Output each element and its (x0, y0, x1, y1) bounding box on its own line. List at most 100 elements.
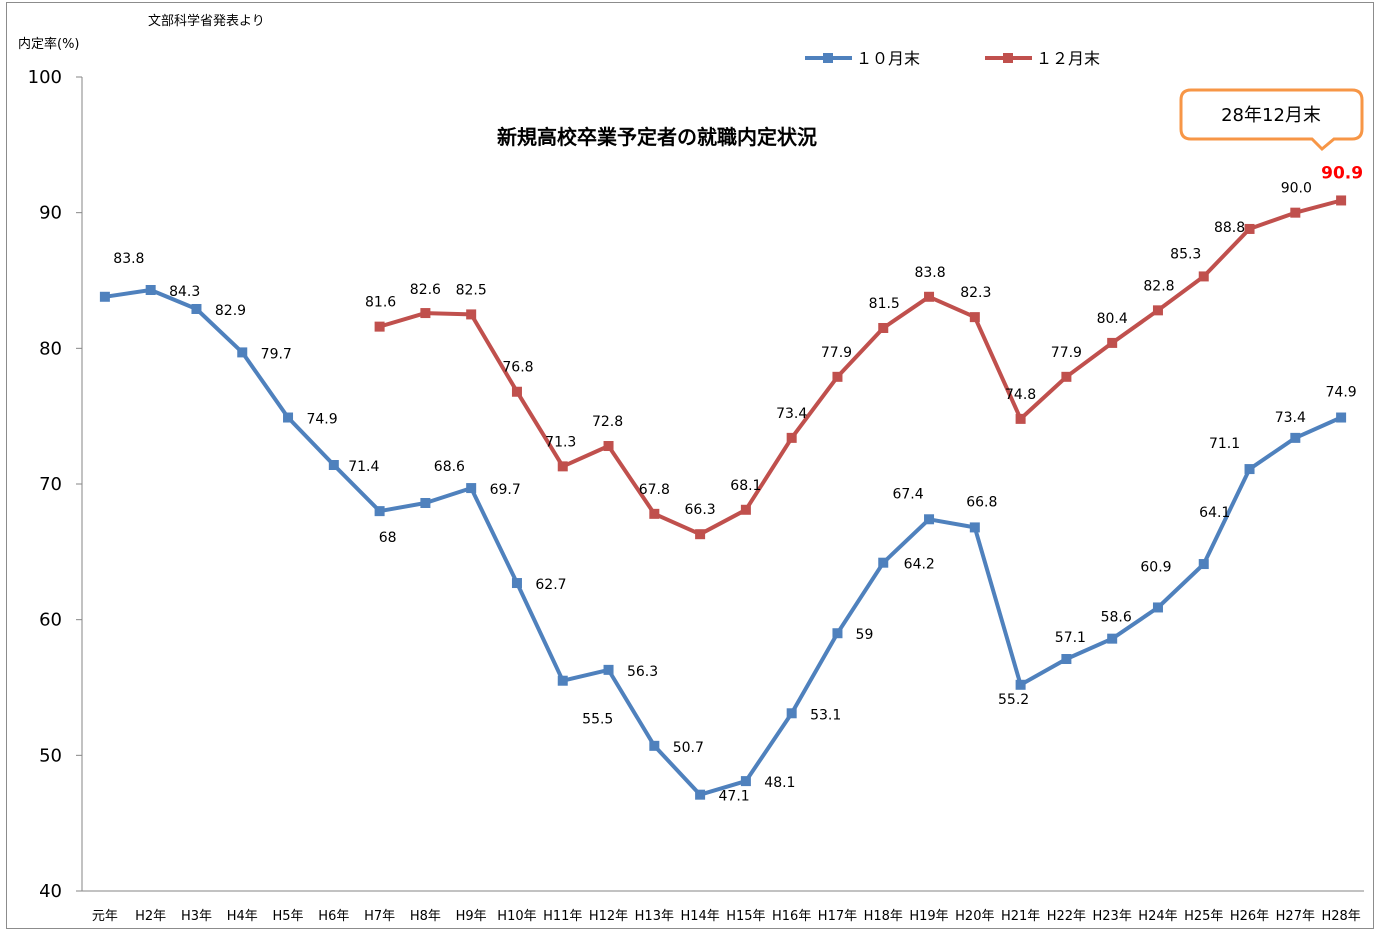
callout-box (1179, 88, 1364, 152)
x-tick-label: H22年 (1047, 909, 1086, 924)
x-ticks: 元年 H2年 H3年 H4年 H5年 H6年 H7年 H8年 H9年 H10年 H11年 H12年 H1… (92, 909, 1361, 924)
data-label: 62.7 (535, 577, 566, 593)
data-point (649, 740, 660, 751)
data-point (832, 371, 843, 382)
data-label: 83.8 (914, 265, 945, 281)
legend: １０月末 １２月末 (805, 49, 1100, 68)
x-tick-label: H14年 (680, 909, 719, 924)
data-label: 68 (379, 530, 397, 546)
data-label: 88.8 (1214, 220, 1245, 236)
y-tick-label: 50 (39, 745, 62, 766)
data-point (374, 321, 385, 332)
data-point (1152, 305, 1163, 316)
data-label: 66.3 (685, 502, 716, 518)
y-tick-label: 70 (39, 474, 62, 495)
data-point (1244, 223, 1255, 234)
legend-label: １２月末 (1036, 49, 1100, 68)
data-point (1152, 602, 1163, 613)
data-label: 73.4 (776, 406, 807, 422)
data-label: 82.5 (456, 282, 487, 298)
data-point (1198, 559, 1209, 570)
x-tick-label: H7年 (364, 909, 395, 924)
x-tick-label: H20年 (955, 909, 994, 924)
x-tick-label: H12年 (589, 909, 628, 924)
data-label: 81.6 (365, 295, 396, 311)
x-tick-label: H10年 (497, 909, 536, 924)
data-point (145, 284, 156, 295)
data-label: 57.1 (1055, 630, 1086, 646)
x-tick-label: H23年 (1093, 909, 1132, 924)
data-label: 81.5 (869, 296, 900, 312)
series-12gatsu: 81.6 82.6 82.5 76.8 71.3 72.8 67.8 66.3 68.1 73.4… (365, 163, 1363, 540)
data-label: 79.7 (261, 346, 292, 362)
data-point (1198, 271, 1209, 282)
data-point (1290, 432, 1301, 443)
data-point (740, 776, 751, 787)
series-line (379, 198, 1342, 537)
x-tick-label: H2年 (135, 909, 166, 924)
data-point (466, 483, 477, 494)
data-label: 74.8 (1005, 387, 1036, 403)
data-point (1061, 371, 1072, 382)
data-label: 56.3 (627, 664, 658, 680)
data-point (511, 386, 522, 397)
data-point (511, 578, 522, 589)
x-tick-label: H27年 (1276, 909, 1315, 924)
x-tick-label: H8年 (410, 909, 441, 924)
y-tick-label: 90 (39, 203, 62, 224)
data-point (1336, 412, 1347, 423)
data-label: 55.2 (998, 692, 1029, 708)
data-point (466, 309, 477, 320)
data-point (1336, 195, 1347, 206)
x-tick-label: H13年 (635, 909, 674, 924)
source-note: 文部科学省発表より (148, 13, 265, 29)
series-line (104, 288, 1342, 797)
data-label: 80.4 (1097, 311, 1128, 327)
data-point (832, 628, 843, 639)
data-point (740, 504, 751, 515)
data-point (878, 557, 889, 568)
x-tick-label: H16年 (772, 909, 811, 924)
data-point (603, 441, 614, 452)
legend-item-10gatsu: １０月末 (805, 49, 920, 68)
data-point (969, 522, 980, 533)
data-point (99, 291, 110, 302)
y-tick-label: 80 (39, 338, 62, 359)
data-label: 83.8 (113, 251, 144, 267)
series-10gatsu: 83.8 84.3 82.9 79.7 74.9 71.4 68 68.6 69.7 62.7 55… (99, 251, 1357, 805)
x-tick-label: H18年 (864, 909, 903, 924)
data-point (695, 789, 706, 800)
data-point (1061, 654, 1072, 665)
data-label: 64.1 (1199, 505, 1230, 521)
data-label: 68.1 (730, 478, 761, 494)
chart-title: 新規高校卒業予定者の就職内定状況 (497, 125, 817, 149)
data-label: 48.1 (764, 775, 795, 791)
data-label: 77.9 (1051, 345, 1082, 361)
data-label: 64.2 (904, 557, 935, 573)
data-label: 68.6 (434, 459, 465, 475)
x-tick-label: H3年 (181, 909, 212, 924)
data-label: 55.5 (582, 712, 613, 728)
data-point (603, 664, 614, 675)
data-point (969, 312, 980, 323)
data-point (557, 461, 568, 472)
x-tick-label: 元年 (92, 909, 118, 924)
data-label: 85.3 (1170, 246, 1201, 262)
x-tick-label: H26年 (1230, 909, 1269, 924)
x-tick-label: H19年 (909, 909, 948, 924)
data-label: 82.8 (1143, 278, 1174, 294)
data-point (420, 497, 431, 508)
data-label: 73.4 (1275, 410, 1306, 426)
y-ticks: 40 50 60 70 80 90 100 (28, 67, 82, 902)
data-point (1015, 679, 1026, 690)
data-label: 82.9 (215, 303, 246, 319)
data-label: 74.9 (306, 412, 337, 428)
x-tick-label: H11年 (543, 909, 582, 924)
data-label: 60.9 (1140, 559, 1171, 575)
data-label: 76.8 (502, 360, 533, 376)
data-label: 72.8 (592, 414, 623, 430)
data-point (1107, 633, 1118, 644)
x-tick-label: H21年 (1001, 909, 1040, 924)
data-point (191, 303, 202, 314)
